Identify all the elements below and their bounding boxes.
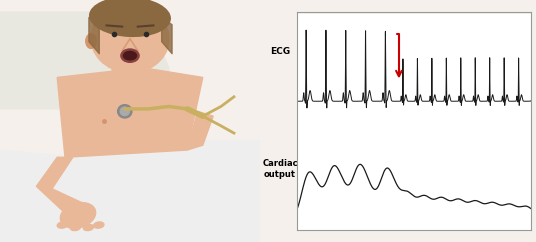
Polygon shape [187, 111, 213, 150]
Polygon shape [0, 140, 260, 242]
Ellipse shape [121, 49, 139, 62]
Polygon shape [0, 12, 169, 109]
Ellipse shape [120, 107, 129, 115]
Text: ECG: ECG [270, 47, 290, 56]
Polygon shape [36, 186, 83, 213]
Ellipse shape [86, 34, 96, 48]
Ellipse shape [91, 5, 169, 73]
Text: Cardiac
output: Cardiac output [262, 159, 298, 179]
Polygon shape [57, 68, 203, 157]
Polygon shape [112, 68, 146, 82]
Ellipse shape [123, 51, 137, 60]
Ellipse shape [61, 203, 95, 228]
Ellipse shape [90, 0, 170, 36]
Ellipse shape [83, 224, 94, 231]
Ellipse shape [70, 224, 80, 231]
Ellipse shape [57, 222, 68, 228]
Ellipse shape [117, 105, 132, 118]
Polygon shape [36, 157, 73, 189]
Ellipse shape [94, 222, 104, 228]
